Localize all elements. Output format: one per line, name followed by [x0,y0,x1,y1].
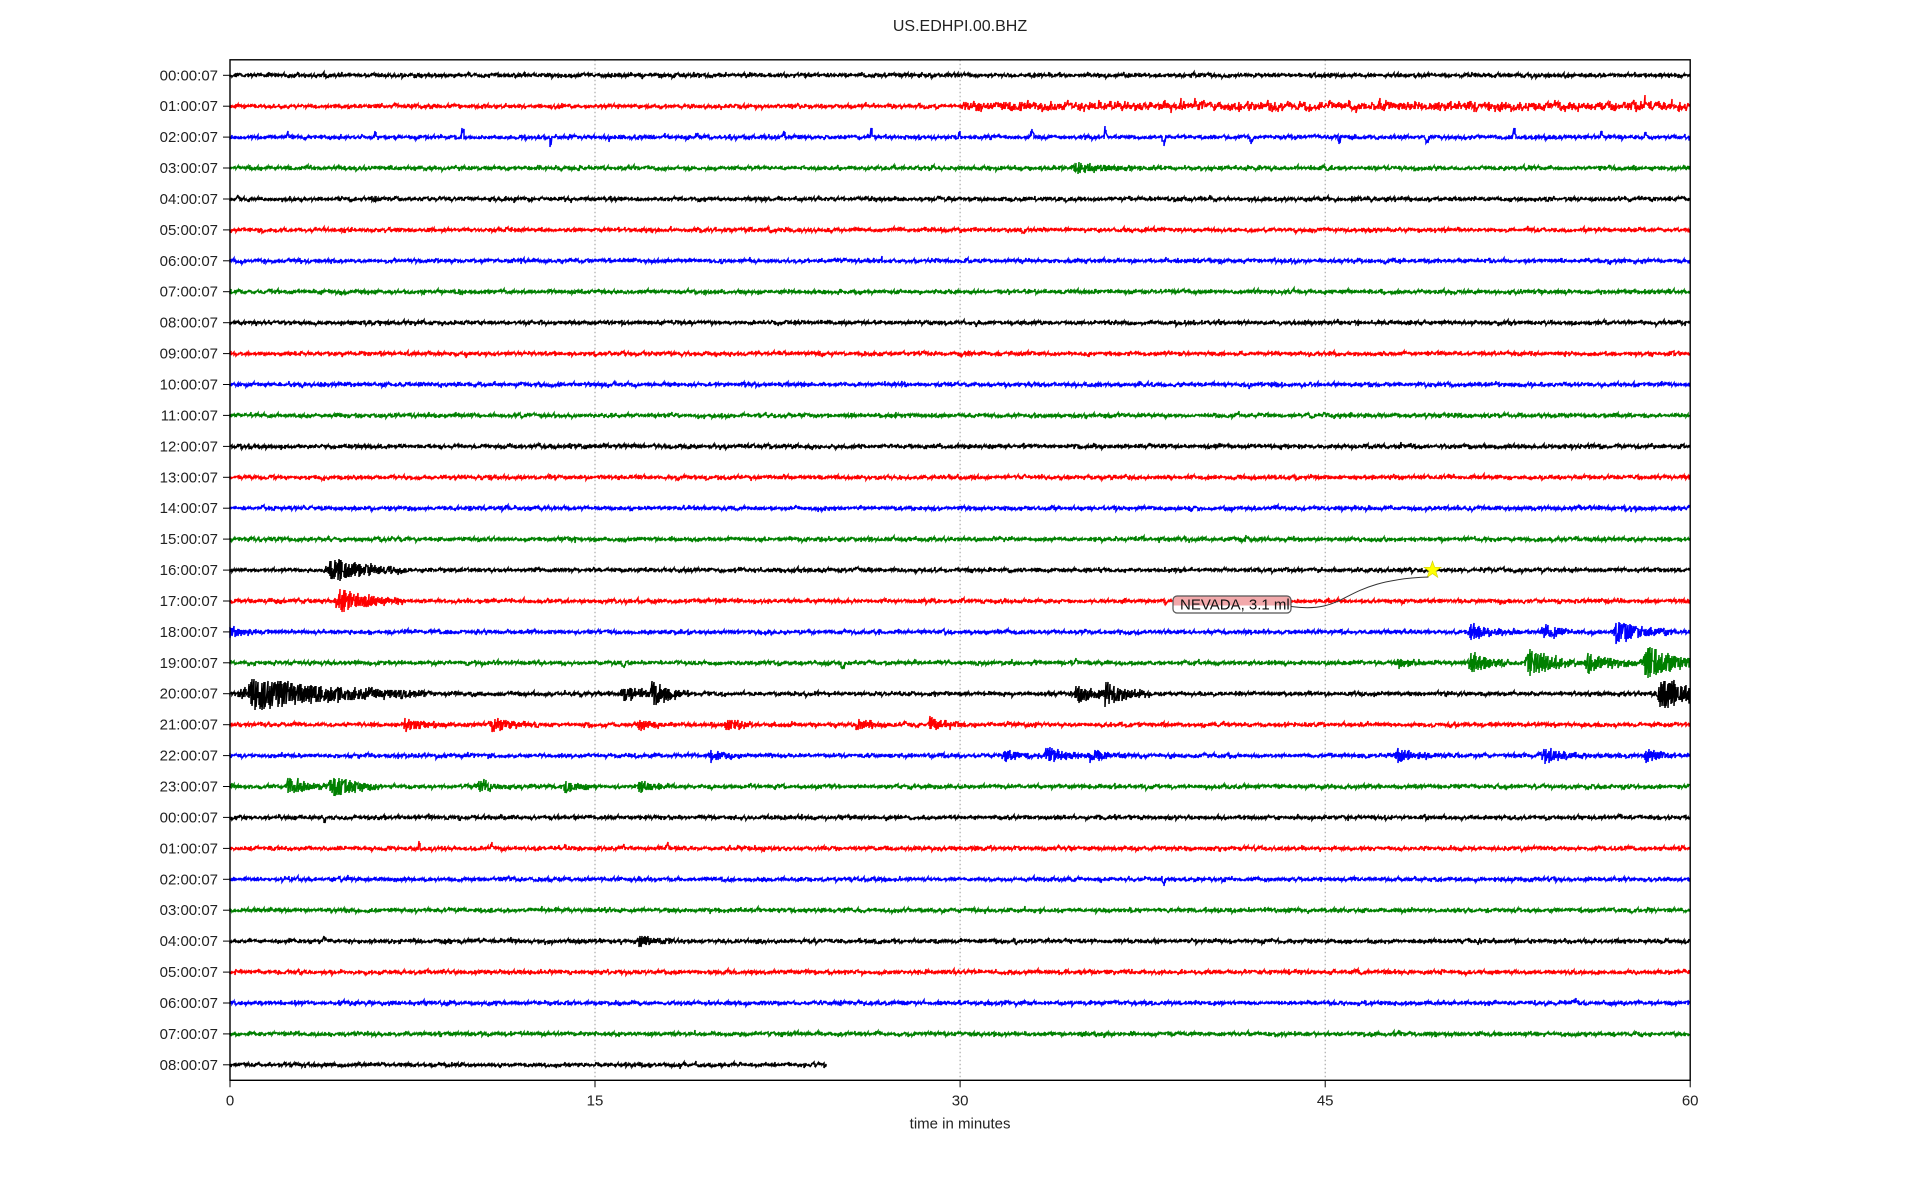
svg-text:18:00:07: 18:00:07 [160,624,218,641]
svg-text:0: 0 [226,1092,234,1109]
svg-text:04:00:07: 04:00:07 [160,933,218,950]
svg-text:06:00:07: 06:00:07 [160,995,218,1012]
svg-text:60: 60 [1682,1092,1699,1109]
svg-text:05:00:07: 05:00:07 [160,964,218,981]
svg-text:time in minutes: time in minutes [910,1115,1011,1132]
svg-text:03:00:07: 03:00:07 [160,160,218,177]
svg-text:23:00:07: 23:00:07 [160,779,218,796]
svg-text:00:00:07: 00:00:07 [160,67,218,84]
svg-text:20:00:07: 20:00:07 [160,686,218,703]
svg-text:03:00:07: 03:00:07 [160,902,218,919]
svg-text:01:00:07: 01:00:07 [160,98,218,115]
svg-text:09:00:07: 09:00:07 [160,346,218,363]
svg-text:22:00:07: 22:00:07 [160,748,218,765]
svg-text:15: 15 [587,1092,604,1109]
svg-text:02:00:07: 02:00:07 [160,129,218,146]
svg-text:11:00:07: 11:00:07 [161,407,218,424]
svg-text:15:00:07: 15:00:07 [160,531,218,548]
svg-text:13:00:07: 13:00:07 [160,469,218,486]
svg-text:45: 45 [1317,1092,1334,1109]
svg-text:19:00:07: 19:00:07 [160,655,218,672]
svg-text:00:00:07: 00:00:07 [160,809,218,826]
svg-text:08:00:07: 08:00:07 [160,1057,218,1074]
svg-text:07:00:07: 07:00:07 [160,284,218,301]
svg-text:14:00:07: 14:00:07 [160,500,218,517]
svg-text:21:00:07: 21:00:07 [160,717,218,734]
svg-text:05:00:07: 05:00:07 [160,222,218,239]
svg-text:16:00:07: 16:00:07 [160,562,218,579]
svg-text:02:00:07: 02:00:07 [160,871,218,888]
svg-text:NEVADA, 3.1 ml: NEVADA, 3.1 ml [1180,597,1290,614]
svg-text:30: 30 [952,1092,969,1109]
svg-text:17:00:07: 17:00:07 [160,593,218,610]
svg-text:01:00:07: 01:00:07 [160,840,218,857]
svg-text:12:00:07: 12:00:07 [160,438,218,455]
svg-text:10:00:07: 10:00:07 [160,377,218,394]
svg-text:04:00:07: 04:00:07 [160,191,218,208]
svg-text:06:00:07: 06:00:07 [160,253,218,270]
svg-text:07:00:07: 07:00:07 [160,1026,218,1043]
svg-text:08:00:07: 08:00:07 [160,315,218,332]
